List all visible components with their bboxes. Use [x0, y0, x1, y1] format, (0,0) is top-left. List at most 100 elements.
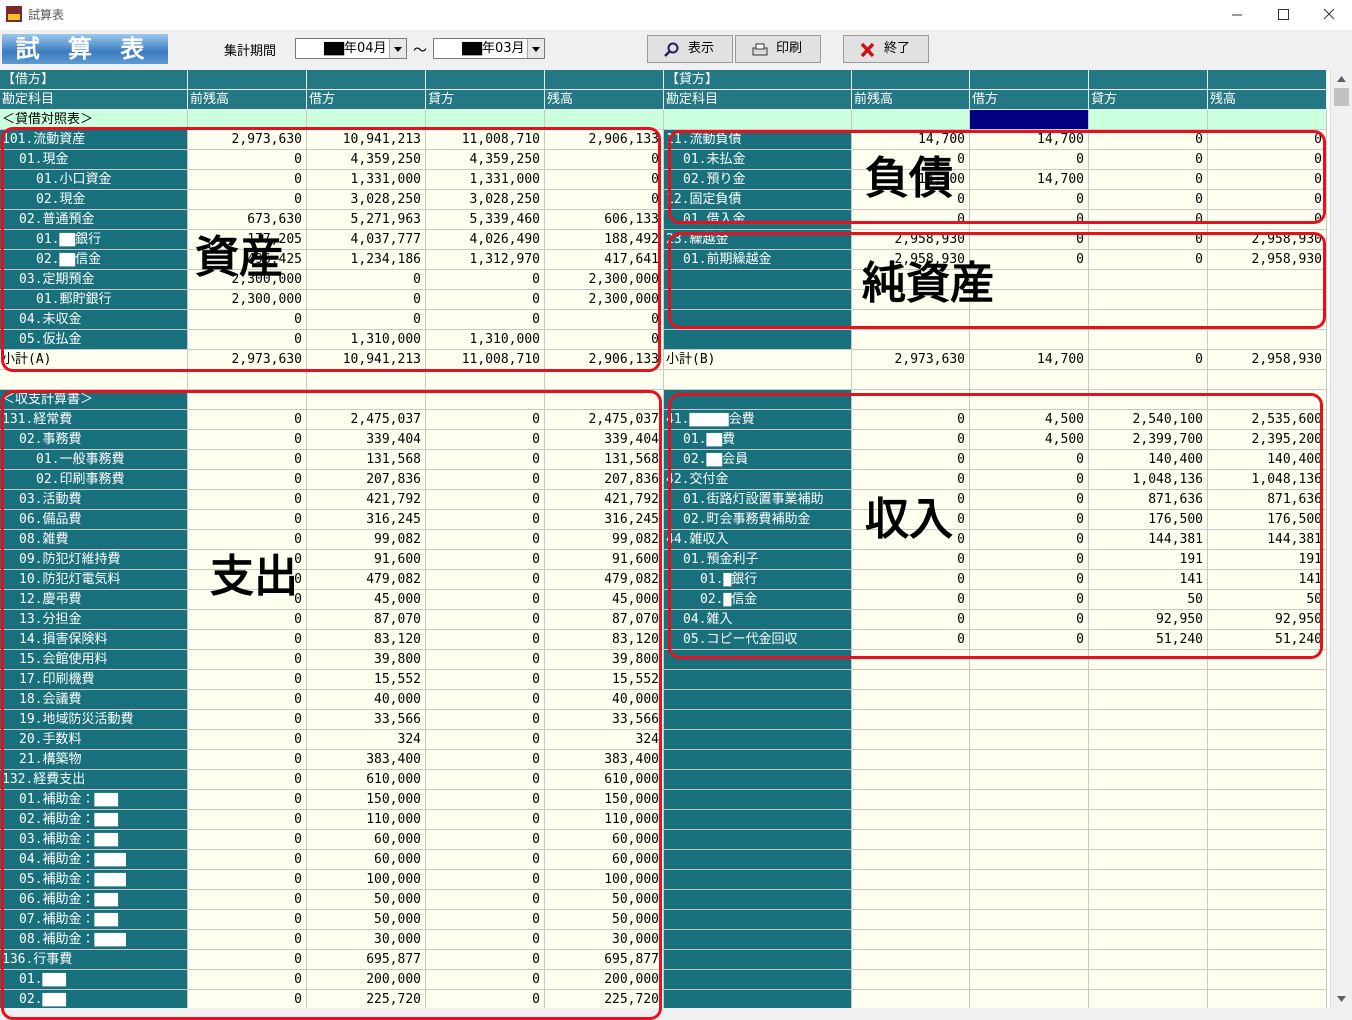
amount-cell: 140,400 [1208, 450, 1327, 470]
amount-cell: 30,000 [545, 930, 664, 950]
amount-cell: 51,240 [1089, 630, 1208, 650]
amount-cell: 606,133 [545, 210, 664, 230]
amount-cell: 0 [970, 610, 1089, 630]
amount-cell: 0 [188, 650, 307, 670]
amount-cell [545, 390, 664, 410]
account-cell [0, 370, 188, 390]
account-cell: 01.前期繰越金 [664, 250, 852, 270]
amount-cell [970, 870, 1089, 890]
amount-cell [1089, 990, 1208, 1008]
account-cell: 02.▇▇▇ [0, 990, 188, 1008]
account-cell: 131.経常費 [0, 410, 188, 430]
amount-cell: 0 [852, 630, 970, 650]
amount-cell: 14,700 [970, 350, 1089, 370]
period-from-select[interactable]: ▇▇年04月 [295, 38, 407, 59]
close-button[interactable] [1306, 0, 1352, 30]
scrollbar-graphics [1334, 76, 1349, 1002]
column-header: 前残高 [188, 90, 307, 110]
amount-cell: 60,000 [545, 850, 664, 870]
amount-cell [1089, 870, 1208, 890]
amount-cell: 0 [426, 750, 545, 770]
amount-cell: 11,008,710 [426, 130, 545, 150]
account-cell: 01.現金 [0, 150, 188, 170]
amount-cell: 695,877 [307, 950, 426, 970]
amount-cell: 191 [1208, 550, 1327, 570]
header-cell [188, 70, 307, 90]
amount-cell [1208, 690, 1327, 710]
amount-cell: 39,800 [307, 650, 426, 670]
amount-cell [852, 850, 970, 870]
window-title: 試算表 [28, 8, 65, 22]
amount-cell [1208, 790, 1327, 810]
amount-cell: 0 [426, 930, 545, 950]
column-header: 残高 [545, 90, 664, 110]
amount-cell: 0 [426, 870, 545, 890]
account-cell: 02.町会事務費補助金 [664, 510, 852, 530]
amount-cell: 0 [852, 510, 970, 530]
account-cell: ＜収支計算書＞ [0, 390, 188, 410]
amount-cell [970, 710, 1089, 730]
account-cell: 02.▇▇信金 [0, 250, 188, 270]
account-cell [664, 270, 852, 290]
print-button[interactable]: 印刷 [735, 35, 821, 63]
account-cell: 01.▇▇▇ [0, 970, 188, 990]
account-cell: 02.▇信金 [664, 590, 852, 610]
column-header: 貸方 [1089, 90, 1208, 110]
amount-cell: 33,566 [307, 710, 426, 730]
amount-cell: 1,312,970 [426, 250, 545, 270]
account-cell: 03.補助金：▇▇▇ [0, 830, 188, 850]
amount-cell: 0 [307, 310, 426, 330]
amount-cell: 1,048,136 [1208, 470, 1327, 490]
amount-cell [852, 950, 970, 970]
minimize-button[interactable] [1214, 0, 1260, 30]
account-cell: 04.未収金 [0, 310, 188, 330]
amount-cell [852, 770, 970, 790]
amount-cell: 0 [426, 730, 545, 750]
amount-cell: 0 [970, 250, 1089, 270]
amount-cell: 0 [188, 550, 307, 570]
amount-cell [1208, 330, 1327, 350]
amount-cell: 176,500 [1089, 510, 1208, 530]
amount-cell [1089, 710, 1208, 730]
amount-cell [1089, 830, 1208, 850]
exit-button[interactable]: 終了 [843, 35, 929, 63]
amount-cell [970, 290, 1089, 310]
amount-cell: 0 [426, 850, 545, 870]
amount-cell: 0 [188, 830, 307, 850]
vertical-scrollbar[interactable] [1330, 70, 1352, 1008]
amount-cell: 0 [426, 630, 545, 650]
amount-cell: 144,381 [1089, 530, 1208, 550]
period-label: 集計期間 [224, 44, 277, 59]
amount-cell: 50 [1089, 590, 1208, 610]
account-cell: 01.一般事務費 [0, 450, 188, 470]
amount-cell [970, 650, 1089, 670]
amount-cell [1208, 730, 1327, 750]
amount-cell: 1,310,000 [426, 330, 545, 350]
amount-cell: 0 [188, 810, 307, 830]
amount-cell: 0 [188, 330, 307, 350]
amount-cell: 383,400 [545, 750, 664, 770]
amount-cell [852, 970, 970, 990]
amount-cell: 421,792 [545, 490, 664, 510]
amount-cell: 0 [426, 410, 545, 430]
period-to-select[interactable]: ▇▇年03月 [433, 38, 545, 59]
account-cell [664, 810, 852, 830]
amount-cell [1089, 330, 1208, 350]
amount-cell: 496,425 [188, 250, 307, 270]
banner: 試 算 表 [2, 34, 168, 64]
amount-cell [1089, 110, 1208, 130]
amount-cell: 0 [1089, 170, 1208, 190]
maximize-button[interactable] [1260, 0, 1306, 30]
amount-cell: 176,500 [1208, 510, 1327, 530]
amount-cell: 0 [426, 670, 545, 690]
amount-cell: 0 [188, 770, 307, 790]
account-cell: 小計(B) [664, 350, 852, 370]
amount-cell [852, 110, 970, 130]
amount-cell: 0 [426, 810, 545, 830]
amount-cell [188, 390, 307, 410]
dropdown-arrow [389, 39, 406, 58]
show-button[interactable]: 表示 [647, 35, 733, 63]
account-cell [664, 370, 852, 390]
amount-cell: 0 [188, 970, 307, 990]
